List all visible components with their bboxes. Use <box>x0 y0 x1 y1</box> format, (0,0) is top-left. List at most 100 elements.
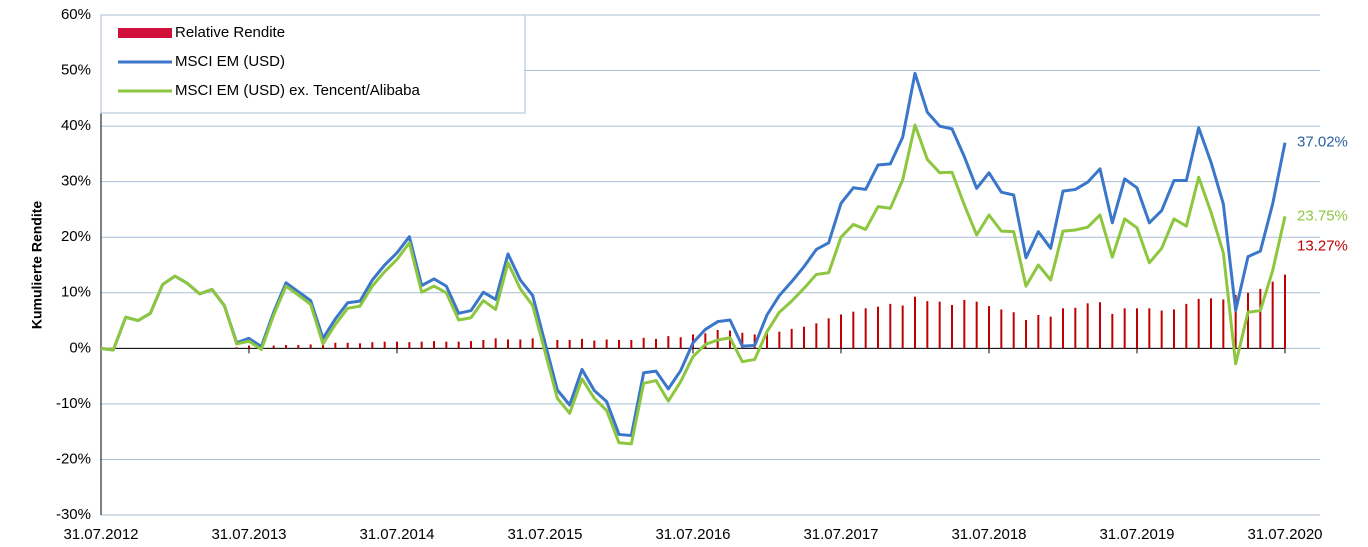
bar <box>1160 310 1163 349</box>
bar <box>840 314 842 349</box>
y-tick-label: 40% <box>61 117 91 134</box>
bar <box>926 301 929 349</box>
bar <box>790 328 793 349</box>
bar <box>679 337 682 349</box>
bar <box>605 339 608 349</box>
bar <box>297 345 300 349</box>
bar <box>581 338 583 349</box>
bar <box>1222 299 1225 349</box>
bar <box>667 336 670 349</box>
bar <box>285 345 287 349</box>
bar <box>519 339 522 349</box>
end-label: 37.02% <box>1297 134 1348 151</box>
bar <box>334 342 337 349</box>
y-axis-title: Kumulierte Rendite <box>29 201 45 330</box>
bar <box>1099 302 1101 349</box>
bar <box>322 342 324 349</box>
y-tick-label: 60% <box>61 6 91 23</box>
legend-label: MSCI EM (USD) <box>175 53 285 70</box>
y-tick-label: -20% <box>56 450 91 467</box>
bar <box>642 337 645 349</box>
bar <box>346 342 349 349</box>
bar <box>815 323 818 349</box>
bar <box>408 342 411 349</box>
bar <box>568 340 571 349</box>
bar <box>1000 309 1003 349</box>
bar <box>827 318 830 349</box>
legend-swatch <box>118 28 172 38</box>
y-tick-label: 10% <box>61 284 91 301</box>
bar <box>852 311 855 349</box>
bar <box>482 340 485 349</box>
bar <box>753 334 756 349</box>
bar <box>359 343 361 349</box>
bar <box>470 341 472 349</box>
bar <box>1185 303 1188 349</box>
line <box>100 123 1287 446</box>
bar <box>1173 309 1175 349</box>
bar <box>778 331 781 349</box>
bar <box>396 341 398 349</box>
x-tick-label: 31.07.2015 <box>507 526 582 543</box>
y-tick-label: 30% <box>61 173 91 190</box>
bar <box>1247 292 1249 349</box>
bar <box>704 333 707 349</box>
bar <box>445 341 448 349</box>
bar <box>248 345 250 349</box>
legend-label: MSCI EM (USD) ex. Tencent/Alibaba <box>175 82 420 99</box>
bar <box>1025 320 1027 349</box>
y-tick-label: 0% <box>69 339 91 356</box>
bar <box>272 345 275 349</box>
bar <box>556 340 559 349</box>
bar <box>593 340 596 349</box>
bar <box>914 296 916 349</box>
line <box>100 71 1287 438</box>
bar <box>1049 316 1052 349</box>
y-tick-label: -10% <box>56 395 91 412</box>
bar <box>531 338 534 349</box>
bar <box>507 339 509 349</box>
bar <box>309 344 312 349</box>
bar <box>1074 307 1077 349</box>
bar <box>1012 312 1015 349</box>
end-label: 23.75% <box>1297 207 1348 224</box>
bar <box>235 347 238 349</box>
bar <box>975 301 978 349</box>
bar <box>803 326 805 349</box>
bar <box>938 301 941 349</box>
bar <box>618 340 620 349</box>
bar <box>1037 315 1040 349</box>
x-tick-label: 31.07.2013 <box>211 526 286 543</box>
x-tick-label: 31.07.2017 <box>803 526 878 543</box>
bar <box>963 300 966 349</box>
x-tick-label: 31.07.2018 <box>951 526 1026 543</box>
bar <box>383 341 386 349</box>
bar <box>1086 303 1089 349</box>
bar <box>1284 274 1286 349</box>
bar <box>877 306 879 349</box>
bar <box>1259 288 1262 349</box>
bar <box>889 303 892 349</box>
x-tick-label: 31.07.2016 <box>655 526 730 543</box>
y-tick-label: -30% <box>56 506 91 523</box>
bar <box>1136 308 1138 349</box>
bar <box>951 305 953 349</box>
y-tick-label: 20% <box>61 228 91 245</box>
bar <box>1123 308 1126 349</box>
bar <box>630 340 633 349</box>
legend-label: Relative Rendite <box>175 24 285 41</box>
y-tick-label: 50% <box>61 62 91 79</box>
bar <box>420 341 423 349</box>
bar <box>433 341 435 349</box>
bar <box>1062 308 1064 349</box>
bar <box>1271 281 1274 349</box>
bar <box>457 341 460 349</box>
bar <box>766 331 768 349</box>
bar <box>1148 308 1151 349</box>
bar <box>371 342 374 349</box>
x-tick-label: 31.07.2012 <box>63 526 138 543</box>
x-tick-label: 31.07.2019 <box>1099 526 1174 543</box>
x-tick-label: 31.07.2020 <box>1247 526 1322 543</box>
bar <box>1197 298 1200 349</box>
